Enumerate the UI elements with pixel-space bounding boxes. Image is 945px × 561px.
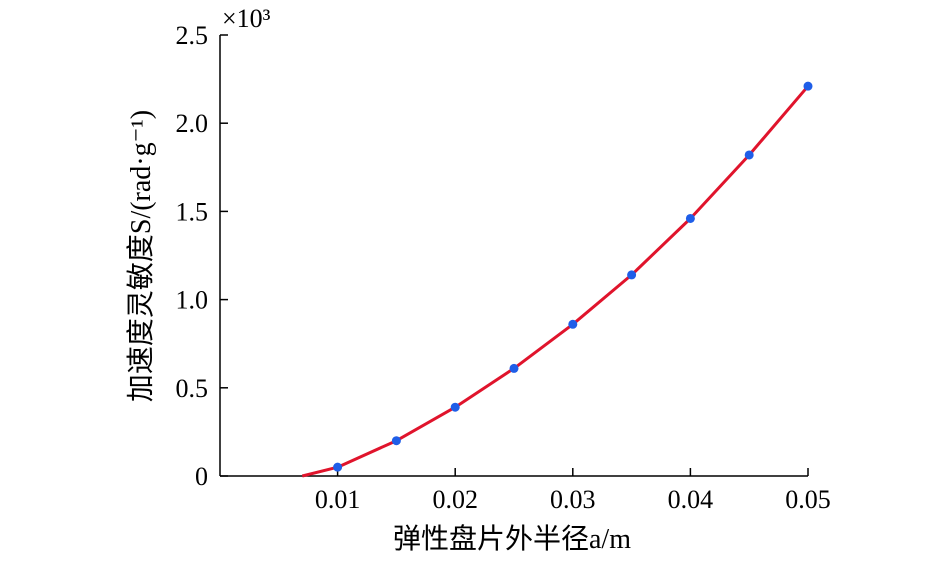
x-tick-label: 0.05: [785, 485, 831, 514]
y-tick-label: 0: [195, 462, 208, 491]
data-point: [744, 150, 754, 160]
ticks: 0.01 0.02 0.03 0.04 0.05 0 0.5 1.0 1.5 2.0 2.5: [176, 21, 831, 514]
data-point: [333, 462, 343, 472]
data-point: [568, 319, 578, 329]
series: [301, 81, 813, 478]
fit-curve-line: [301, 85, 810, 478]
y-multiplier-label: ×10³: [222, 4, 271, 33]
data-point: [509, 363, 519, 373]
y-multiplier-text: ×10³: [222, 4, 271, 33]
data-point: [627, 270, 637, 280]
x-tick-label: 0.02: [432, 485, 478, 514]
y-tick-label: 1.0: [176, 286, 209, 315]
axes: [219, 35, 808, 477]
y-axis-title: 加速度灵敏度S/(rad·g⁻¹): [125, 110, 157, 402]
y-tick-label: 1.5: [176, 197, 209, 226]
x-tick-label: 0.01: [315, 485, 361, 514]
x-axis-title: 弹性盘片外半径a/m: [393, 523, 631, 555]
y-tick-label: 2.0: [176, 109, 209, 138]
y-tick-label: 0.5: [176, 374, 209, 403]
data-point: [450, 402, 460, 412]
x-tick-label: 0.04: [668, 485, 714, 514]
data-point: [685, 213, 695, 223]
data-point: [803, 81, 813, 91]
data-point: [391, 436, 401, 446]
y-tick-label: 2.5: [176, 21, 209, 50]
x-tick-label: 0.03: [550, 485, 596, 514]
